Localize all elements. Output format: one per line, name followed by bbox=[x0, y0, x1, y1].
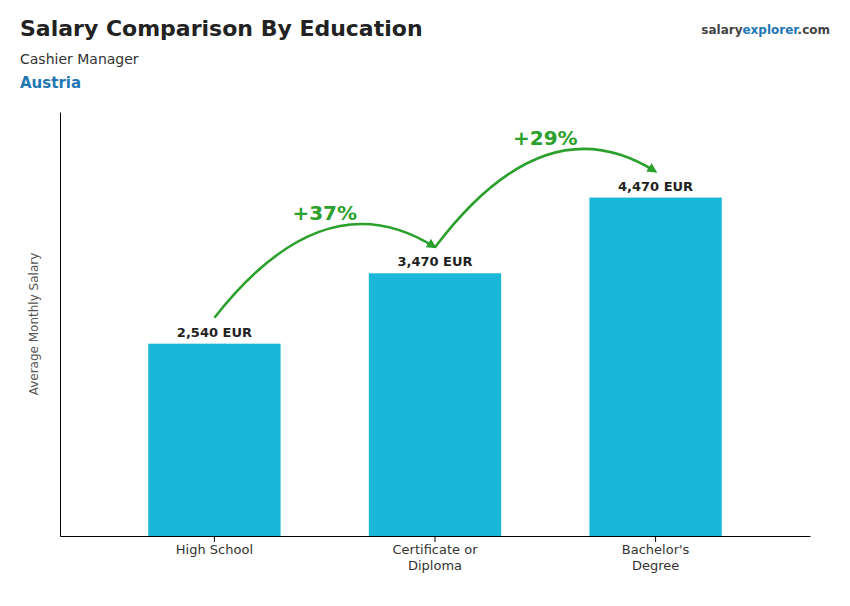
data-label: 3,470 EUR bbox=[397, 254, 472, 269]
x-tick-label: Certificate orDiploma bbox=[393, 542, 479, 573]
data-label: 2,540 EUR bbox=[177, 325, 252, 340]
bar bbox=[369, 273, 501, 536]
watermark-part: explorer bbox=[742, 23, 799, 37]
x-tick-label-line: Diploma bbox=[408, 558, 462, 573]
title: Salary Comparison By Education bbox=[20, 16, 423, 41]
y-axis bbox=[60, 113, 61, 537]
x-tick-label-line: Bachelor's bbox=[622, 542, 690, 557]
x-tick-label-line: High School bbox=[176, 542, 253, 557]
chart-svg: Salary Comparison By Education Cashier Ma… bbox=[0, 0, 850, 606]
x-tick: High School bbox=[176, 536, 253, 557]
x-tick-label: High School bbox=[176, 542, 253, 557]
x-tick: Bachelor'sDegree bbox=[622, 536, 690, 573]
watermark-part: .com bbox=[798, 23, 830, 37]
bar bbox=[589, 198, 721, 536]
x-tick-mark bbox=[435, 536, 436, 542]
y-axis-title: Average Monthly Salary bbox=[27, 253, 41, 396]
subtitle: Austria bbox=[20, 74, 81, 92]
change-arrow bbox=[435, 149, 656, 247]
x-axis: High School Certificate orDiploma Bachelor… bbox=[61, 536, 811, 573]
x-tick: Certificate orDiploma bbox=[393, 536, 479, 573]
change-label: +37% bbox=[292, 201, 357, 225]
bars bbox=[148, 198, 722, 536]
change-label: +29% bbox=[513, 126, 578, 150]
bar bbox=[148, 344, 280, 536]
data-labels: 2,540 EUR 3,470 EUR 4,470 EUR bbox=[177, 179, 693, 340]
watermark-part: salary bbox=[701, 23, 742, 37]
subtitle: Cashier Manager bbox=[20, 51, 139, 67]
data-label: 4,470 EUR bbox=[618, 179, 693, 194]
y-axis-line bbox=[60, 113, 61, 537]
plot: High School Certificate orDiploma Bachelor… bbox=[27, 113, 811, 573]
x-tick-label-line: Degree bbox=[632, 558, 679, 573]
annotations: +37% +29% bbox=[214, 126, 655, 317]
chart-container: Salary Comparison By Education Cashier Ma… bbox=[0, 0, 850, 606]
x-tick-label: Bachelor'sDegree bbox=[622, 542, 690, 573]
watermark: salaryexplorer.com bbox=[701, 23, 830, 37]
x-tick-mark bbox=[655, 536, 656, 542]
change-arrow bbox=[214, 224, 435, 318]
x-tick-label-line: Certificate or bbox=[393, 542, 479, 557]
x-tick-mark bbox=[214, 536, 215, 542]
